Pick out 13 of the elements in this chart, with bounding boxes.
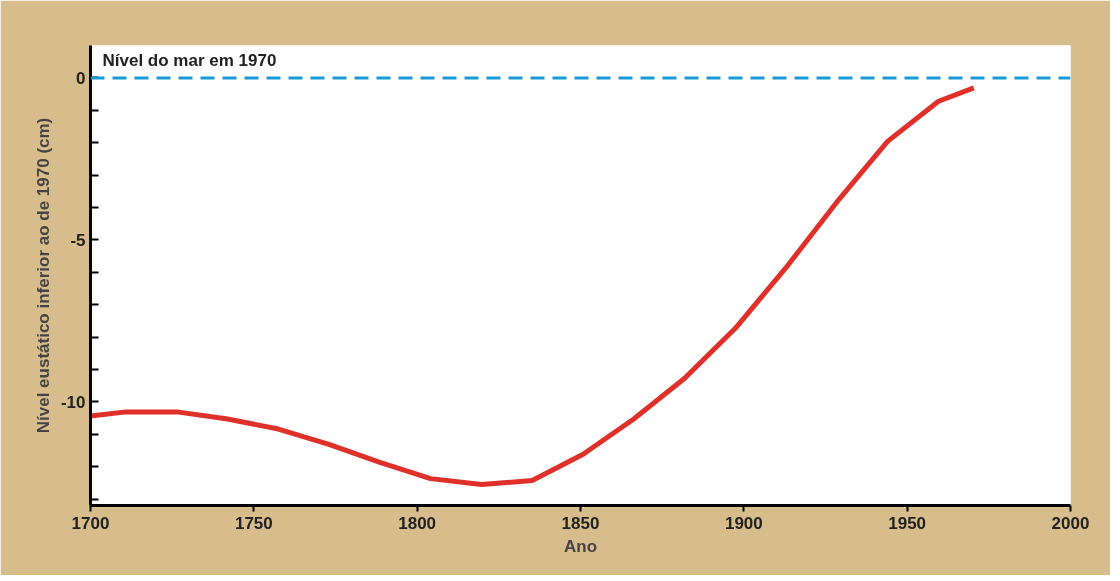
y-tick-label: -10	[60, 392, 86, 412]
x-axis-title: Ano	[563, 536, 598, 556]
x-tick-label: 1850	[561, 513, 600, 533]
y-tick-label: 0	[76, 68, 86, 88]
x-tick-label: 1700	[71, 513, 110, 533]
y-axis-title: Nível eustático inferior ao de 1970 (cm)	[33, 117, 53, 434]
ref-line-label: Nível do mar em 1970	[102, 50, 277, 70]
y-tick-label: -5	[70, 230, 86, 250]
x-tick-label: 1800	[398, 513, 437, 533]
x-tick-label: 1950	[888, 513, 927, 533]
x-tick-label: 2000	[1051, 513, 1090, 533]
x-tick-label: 1750	[234, 513, 273, 533]
x-tick-label: 1900	[724, 513, 763, 533]
